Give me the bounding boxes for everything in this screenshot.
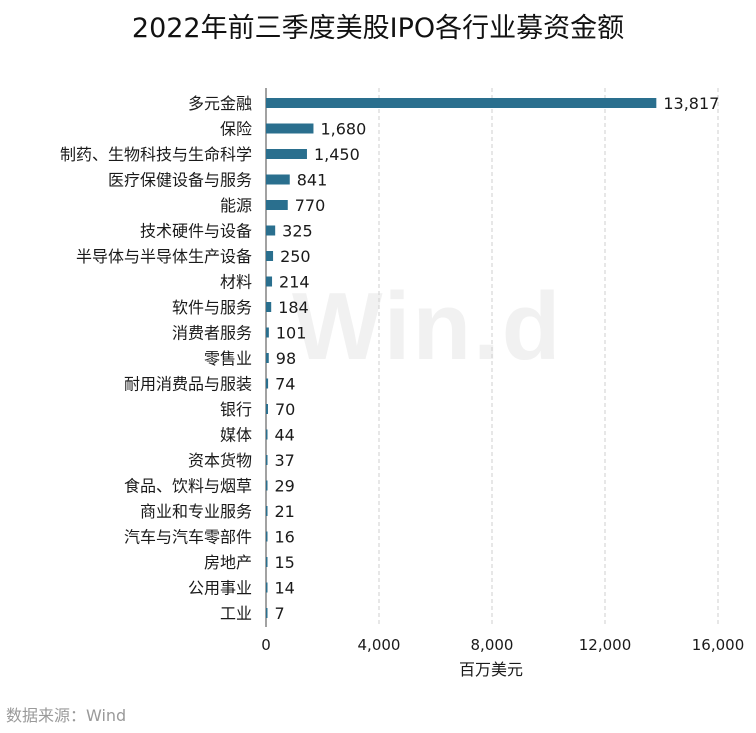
bar (266, 608, 268, 618)
bar (266, 557, 268, 567)
category-label: 食品、饮料与烟草 (124, 477, 252, 496)
category-label: 耐用消费品与服装 (124, 375, 252, 394)
bar (266, 251, 274, 261)
value-label: 16 (275, 528, 295, 547)
value-label: 44 (275, 426, 295, 445)
category-label: 零售业 (204, 349, 252, 368)
bar (266, 353, 269, 363)
bar (266, 582, 268, 593)
value-label: 70 (275, 400, 295, 419)
x-tick-label: 0 (261, 636, 271, 654)
x-tick-labels: 0 4,000 8,000 12,000 16,000 (261, 636, 744, 654)
category-label: 多元金融 (188, 94, 252, 113)
category-label: 汽车与汽车零部件 (124, 528, 252, 547)
value-label: 14 (275, 579, 295, 598)
x-tick-label: 12,000 (579, 636, 632, 654)
value-label: 74 (275, 375, 295, 394)
bar (266, 429, 268, 440)
category-label: 技术硬件与设备 (140, 222, 252, 241)
category-label: 房地产 (204, 553, 252, 572)
gridlines (265, 88, 719, 627)
bar (266, 276, 273, 287)
bar (266, 506, 268, 516)
bar (266, 174, 290, 185)
bar (266, 200, 288, 210)
category-label: 工业 (220, 604, 252, 623)
category-label: 资本货物 (188, 451, 252, 470)
source-note: 数据来源：Wind (6, 706, 127, 725)
bar (266, 149, 307, 159)
value-label: 29 (275, 477, 295, 496)
value-label: 325 (282, 222, 313, 241)
value-label: 770 (295, 196, 326, 215)
bars (266, 98, 657, 618)
value-label: 214 (279, 273, 310, 292)
value-labels: 13,8171,6801,450841770325250214184101987… (275, 94, 720, 623)
value-label: 7 (275, 604, 285, 623)
value-label: 1,450 (314, 145, 360, 164)
category-labels: 多元金融保险制药、生物科技与生命科学医疗保健设备与服务能源技术硬件与设备半导体与… (60, 94, 252, 623)
category-label: 消费者服务 (172, 324, 252, 343)
value-label: 21 (275, 502, 295, 521)
bar (266, 327, 269, 338)
category-label: 材料 (220, 273, 252, 292)
value-label: 13,817 (663, 94, 719, 113)
bar (266, 302, 272, 312)
category-label: 保险 (220, 120, 252, 139)
value-label: 841 (297, 171, 328, 190)
bar (266, 378, 269, 389)
value-label: 101 (276, 324, 307, 343)
category-label: 媒体 (220, 426, 252, 445)
category-label: 医疗保健设备与服务 (108, 171, 252, 190)
bar-chart: 多元金融保险制药、生物科技与生命科学医疗保健设备与服务能源技术硬件与设备半导体与… (60, 88, 744, 679)
value-label: 250 (280, 247, 311, 266)
category-label: 半导体与半导体生产设备 (76, 247, 252, 266)
value-label: 1,680 (320, 120, 366, 139)
wind-watermark: Win.d (292, 273, 563, 380)
x-tick-label: 4,000 (358, 636, 401, 654)
value-label: 184 (278, 298, 309, 317)
bar (266, 455, 268, 465)
category-label: 商业和专业服务 (140, 502, 252, 521)
x-axis-label: 百万美元 (459, 660, 523, 679)
chart-title: 2022年前三季度美股IPO各行业募资金额 (131, 13, 625, 44)
category-label: 银行 (220, 400, 252, 419)
category-label: 公用事业 (188, 579, 252, 598)
x-tick-label: 8,000 (471, 636, 514, 654)
bar (266, 123, 314, 134)
category-label: 制药、生物科技与生命科学 (60, 145, 252, 164)
category-label: 软件与服务 (172, 298, 252, 317)
value-label: 15 (275, 553, 295, 572)
bar (266, 98, 657, 108)
value-label: 98 (276, 349, 296, 368)
bar (266, 480, 268, 491)
category-label: 能源 (220, 196, 252, 215)
bar (266, 531, 268, 542)
bar (266, 404, 268, 414)
bar (266, 225, 276, 236)
x-tick-label: 16,000 (692, 636, 745, 654)
value-label: 37 (275, 451, 295, 470)
